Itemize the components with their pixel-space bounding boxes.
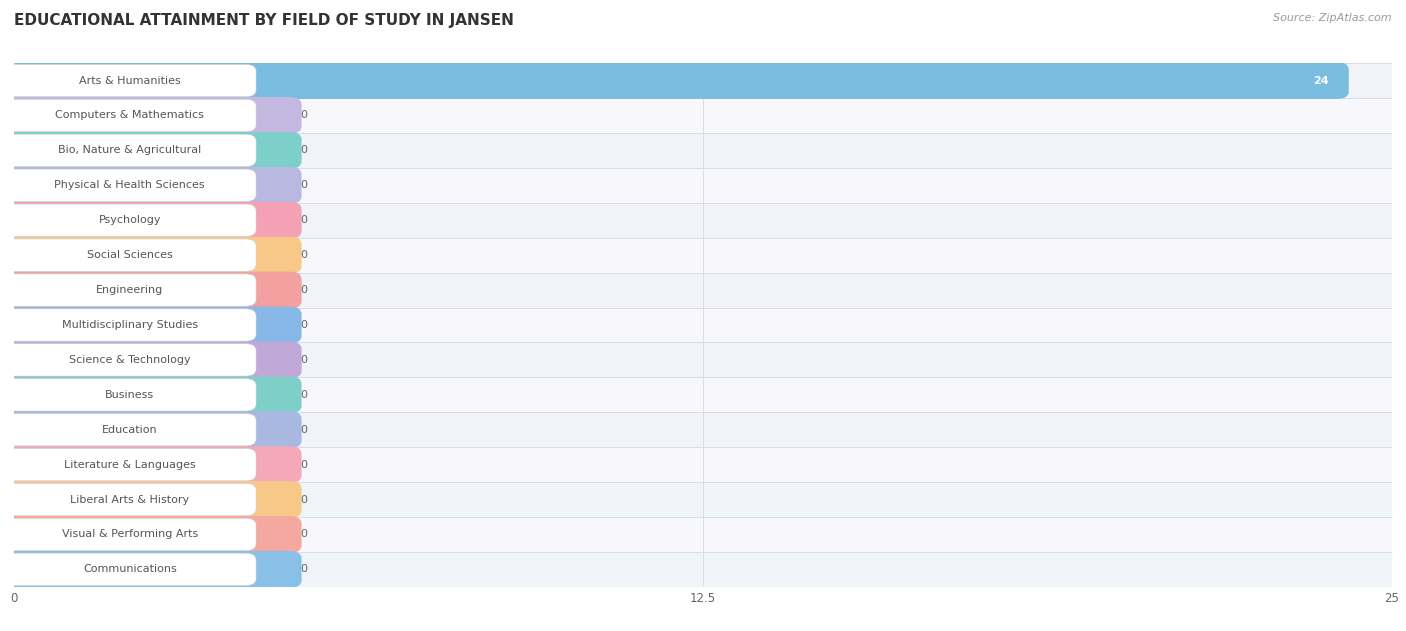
Text: EDUCATIONAL ATTAINMENT BY FIELD OF STUDY IN JANSEN: EDUCATIONAL ATTAINMENT BY FIELD OF STUDY… (14, 13, 515, 28)
FancyBboxPatch shape (4, 483, 256, 516)
Text: Computers & Mathematics: Computers & Mathematics (55, 110, 204, 121)
Bar (14, 552, 1392, 587)
Bar (14, 377, 1392, 412)
FancyBboxPatch shape (4, 204, 256, 237)
Bar (14, 307, 1392, 343)
Bar (14, 133, 1392, 168)
Text: 0: 0 (301, 390, 308, 400)
FancyBboxPatch shape (1, 272, 302, 309)
Text: Engineering: Engineering (96, 285, 163, 295)
Text: 0: 0 (301, 355, 308, 365)
Bar (14, 273, 1392, 307)
Bar (14, 238, 1392, 273)
Text: 24: 24 (1313, 76, 1329, 86)
FancyBboxPatch shape (4, 239, 256, 271)
Text: 0: 0 (301, 425, 308, 435)
Text: Psychology: Psychology (98, 215, 162, 225)
Text: Source: ZipAtlas.com: Source: ZipAtlas.com (1274, 13, 1392, 23)
Bar (14, 98, 1392, 133)
FancyBboxPatch shape (4, 518, 256, 551)
FancyBboxPatch shape (1, 411, 302, 448)
Text: Science & Technology: Science & Technology (69, 355, 191, 365)
Text: 0: 0 (301, 145, 308, 155)
Text: Physical & Health Sciences: Physical & Health Sciences (55, 180, 205, 191)
Bar (14, 517, 1392, 552)
Text: 0: 0 (301, 215, 308, 225)
FancyBboxPatch shape (1, 446, 302, 483)
Text: 0: 0 (301, 495, 308, 505)
Bar (14, 63, 1392, 98)
Text: Liberal Arts & History: Liberal Arts & History (70, 495, 190, 505)
Text: 0: 0 (301, 110, 308, 121)
Text: Communications: Communications (83, 564, 177, 574)
FancyBboxPatch shape (4, 413, 256, 446)
Text: Education: Education (103, 425, 157, 435)
Bar (14, 343, 1392, 377)
FancyBboxPatch shape (4, 64, 256, 97)
FancyBboxPatch shape (1, 237, 302, 273)
Bar (14, 203, 1392, 238)
Text: 0: 0 (301, 250, 308, 260)
Text: Arts & Humanities: Arts & Humanities (79, 76, 181, 86)
FancyBboxPatch shape (4, 344, 256, 376)
FancyBboxPatch shape (1, 62, 1348, 99)
Text: Visual & Performing Arts: Visual & Performing Arts (62, 529, 198, 540)
FancyBboxPatch shape (4, 169, 256, 201)
Text: 0: 0 (301, 564, 308, 574)
FancyBboxPatch shape (4, 553, 256, 586)
FancyBboxPatch shape (1, 167, 302, 204)
FancyBboxPatch shape (1, 377, 302, 413)
FancyBboxPatch shape (1, 551, 302, 587)
Text: Literature & Languages: Literature & Languages (63, 459, 195, 469)
Text: Social Sciences: Social Sciences (87, 250, 173, 260)
Bar (14, 482, 1392, 517)
FancyBboxPatch shape (1, 97, 302, 134)
FancyBboxPatch shape (1, 516, 302, 553)
FancyBboxPatch shape (4, 449, 256, 481)
Bar (14, 412, 1392, 447)
FancyBboxPatch shape (4, 309, 256, 341)
FancyBboxPatch shape (1, 132, 302, 168)
Text: 0: 0 (301, 459, 308, 469)
FancyBboxPatch shape (4, 99, 256, 132)
FancyBboxPatch shape (4, 379, 256, 411)
FancyBboxPatch shape (1, 341, 302, 378)
Text: 0: 0 (301, 285, 308, 295)
Text: 0: 0 (301, 529, 308, 540)
FancyBboxPatch shape (1, 481, 302, 518)
FancyBboxPatch shape (4, 274, 256, 306)
FancyBboxPatch shape (1, 307, 302, 343)
Text: 0: 0 (301, 320, 308, 330)
FancyBboxPatch shape (1, 202, 302, 239)
Text: Multidisciplinary Studies: Multidisciplinary Studies (62, 320, 198, 330)
Text: Bio, Nature & Agricultural: Bio, Nature & Agricultural (58, 145, 201, 155)
Text: 0: 0 (301, 180, 308, 191)
Text: Business: Business (105, 390, 155, 400)
FancyBboxPatch shape (4, 134, 256, 167)
Bar (14, 447, 1392, 482)
Bar (14, 168, 1392, 203)
